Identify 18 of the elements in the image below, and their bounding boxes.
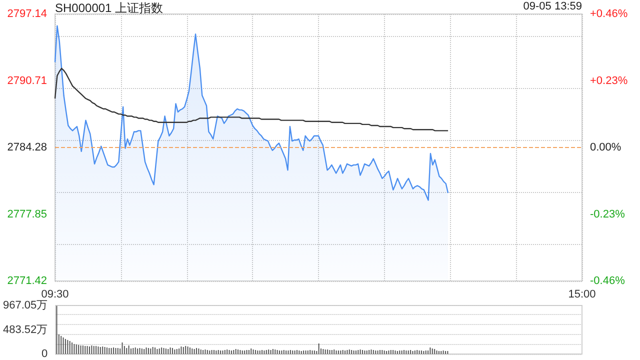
y2-tick-label: 0.00% [590, 142, 622, 154]
y2-tick-label: +0.23% [590, 74, 628, 87]
y-tick-label: 2777.85 [7, 208, 47, 220]
y-tick-label: 2771.42 [7, 275, 47, 287]
x-tick-label: 09:30 [41, 288, 69, 300]
y2-tick-label: -0.23% [590, 208, 626, 220]
chart-title: SH000001 上证指数 [55, 1, 164, 15]
y2-tick-label: -0.46% [590, 275, 626, 287]
y-tick-label: 0 [42, 348, 48, 360]
text: 09-05 13:59 [523, 0, 582, 12]
y2-tick-label: +0.46% [590, 8, 628, 20]
y-tick-label: 2784.28 [7, 142, 47, 154]
y-tick-label: 2790.71 [7, 74, 47, 87]
line-series [54, 68, 449, 132]
x-tick-label: 15:00 [568, 288, 596, 300]
y-tick-label: 483.52万 [2, 324, 48, 336]
y-tick-label: 967.05万 [2, 300, 48, 312]
y-tick-label: 2797.14 [7, 8, 47, 20]
